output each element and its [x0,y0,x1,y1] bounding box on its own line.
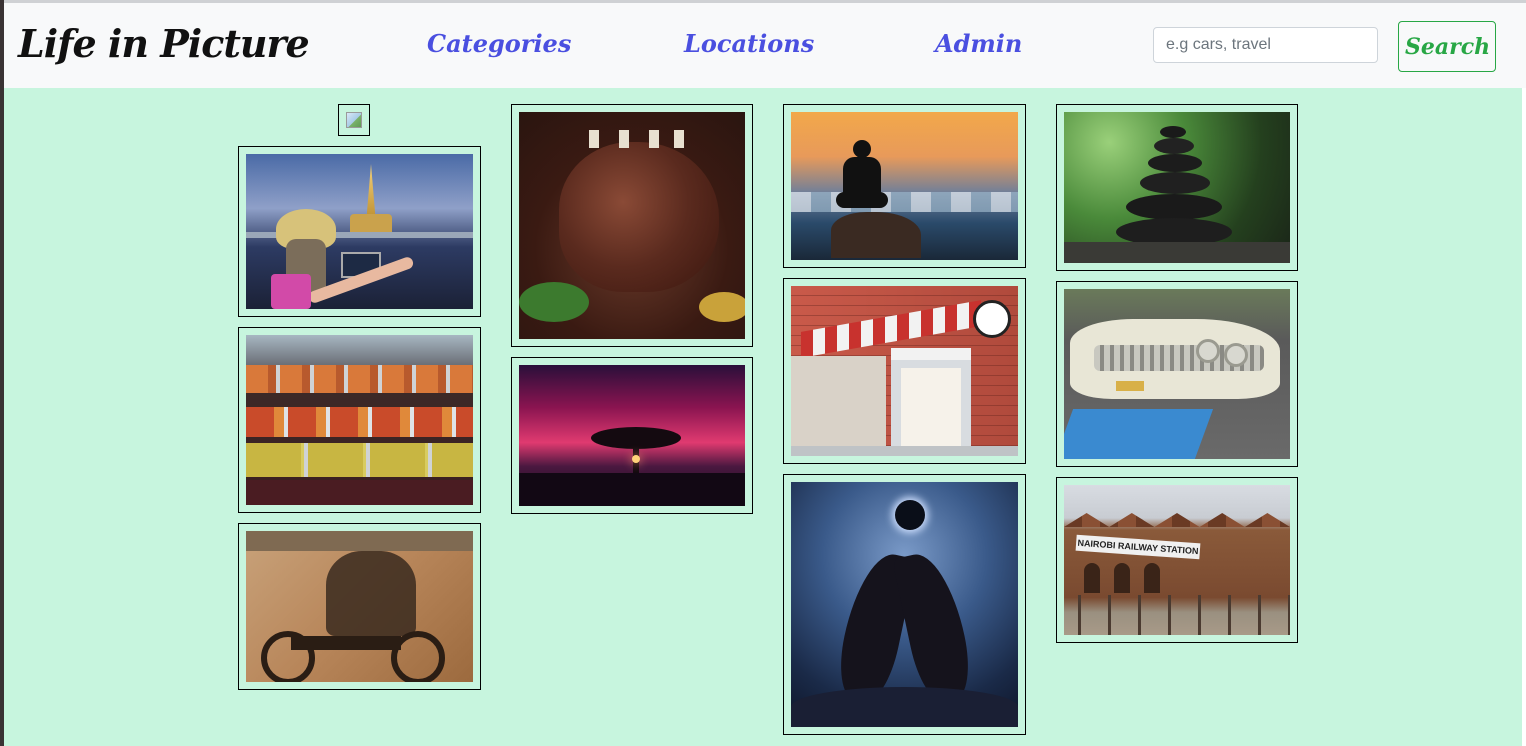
nav-link-admin[interactable]: Admin [935,29,1023,58]
station-sign: NAIROBI RAILWAY STATION [1075,534,1201,560]
gallery-image-zen-stones [1064,112,1290,263]
nav-link-locations[interactable]: Locations [684,29,815,58]
gallery-image-street-food [246,335,473,505]
gallery-card[interactable]: NAIROBI RAILWAY STATION [1056,477,1298,643]
window-left-edge [0,0,4,746]
navbar: Life in Picture Categories Locations Adm… [4,3,1526,88]
search-button[interactable]: Search [1398,21,1496,72]
gallery-card[interactable] [783,278,1026,464]
window-right-edge [1522,88,1526,746]
window-top-border [0,0,1526,3]
gallery-image-yoga-sunset [791,112,1018,260]
gallery-image-ice-cream-shop [791,286,1018,456]
gallery-image-nairobi-station: NAIROBI RAILWAY STATION [1064,485,1290,635]
search-input[interactable] [1153,27,1378,63]
gallery-card[interactable] [1056,104,1298,271]
gallery-image-woman-laptop [246,154,473,309]
gallery-card[interactable] [783,474,1026,735]
gallery-image-motorcycle-drawing [246,531,473,682]
brand-logo[interactable]: Life in Picture [18,21,310,66]
gallery-image-tree-sunset [519,365,745,506]
gallery-card[interactable] [511,357,753,514]
gallery-card[interactable] [783,104,1026,268]
broken-image-icon[interactable] [338,104,370,136]
gallery-card[interactable] [1056,281,1298,467]
image-placeholder-icon [346,112,362,128]
gallery-image-vintage-car [1064,289,1290,459]
gallery-card[interactable] [238,523,481,690]
gallery-image-winged-figure [791,482,1018,727]
gallery-card[interactable] [238,146,481,317]
gallery-card[interactable] [511,104,753,347]
nav-link-categories[interactable]: Categories [427,29,572,58]
gallery-card[interactable] [238,327,481,513]
gallery-image-roast-meat [519,112,745,339]
